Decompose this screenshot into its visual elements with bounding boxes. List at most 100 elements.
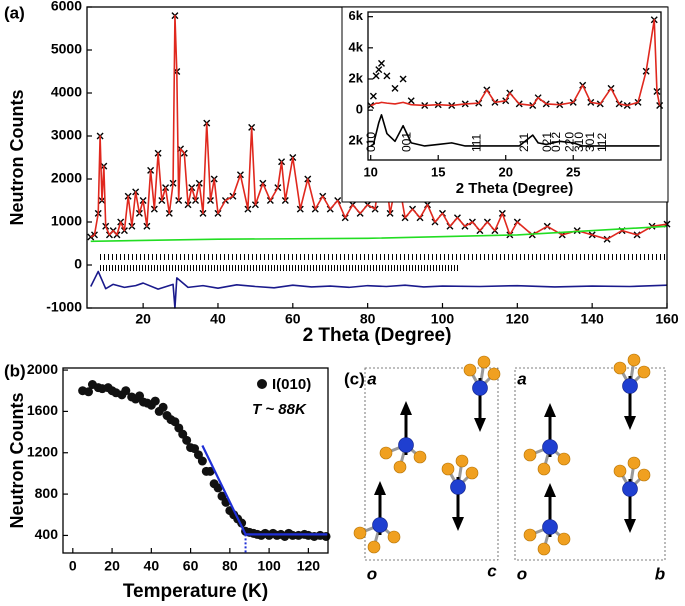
data-point — [197, 456, 207, 466]
panel-label: (a) — [4, 3, 25, 22]
y-axis-title: Neutron Counts — [7, 90, 27, 226]
ligand-atom — [523, 528, 537, 542]
metal-atom — [622, 378, 638, 394]
inset-frame — [341, 6, 669, 203]
magnetic-ion — [441, 454, 479, 531]
x-tick-label: 120 — [506, 311, 530, 327]
series-line — [90, 270, 668, 309]
reflection-label: 021 — [540, 132, 554, 152]
x-tick-label: 40 — [210, 311, 226, 327]
x-tick-label: 160 — [655, 311, 679, 327]
panel-1: 10 15 20 25 2k 0 2k 4k 6k 2 Theta (Degree) 010 001 1… — [341, 6, 669, 203]
data-point — [182, 435, 192, 445]
observed-point — [375, 66, 383, 74]
reflection-label: 001 — [399, 132, 413, 152]
unit-cell — [514, 367, 666, 561]
reflection-label: 112 — [595, 133, 609, 152]
ligand-atom — [637, 468, 651, 482]
ligand-atom — [637, 365, 651, 379]
ligand-atom — [463, 363, 477, 377]
ligand-atom — [627, 353, 641, 367]
magnetic-ion — [523, 403, 571, 476]
x-axis-title: 2 Theta (Degree) — [456, 180, 574, 197]
observed-point — [369, 92, 377, 100]
ligand-atom — [393, 460, 407, 474]
x-axis-title: 2 Theta (Degree) — [303, 325, 452, 346]
metal-atom — [372, 517, 388, 533]
spin-arrow-head — [474, 418, 486, 432]
axis-letter: c — [487, 561, 497, 580]
series-line — [90, 225, 668, 243]
ligand-atom — [455, 454, 469, 468]
observed-point — [399, 75, 407, 83]
reflection-label: 220 — [563, 132, 577, 152]
ligand-atom — [557, 532, 571, 546]
y-tick-label: 0 — [356, 102, 363, 117]
x-tick-label: 120 — [297, 558, 321, 574]
observed-point — [383, 72, 391, 80]
spin-arrow-head — [374, 481, 386, 495]
observed-point — [367, 101, 375, 109]
y-axis-title: Neutron Counts — [7, 393, 27, 529]
y-tick-label: 2000 — [27, 361, 58, 377]
magnetic-ion — [353, 481, 401, 554]
magnetic-ion — [613, 456, 651, 533]
y-tick-label: 0 — [74, 256, 82, 272]
ligand-atom — [613, 361, 627, 375]
plot-frame — [62, 367, 329, 554]
ligand-atom — [353, 526, 367, 540]
legend-marker — [257, 379, 267, 389]
x-tick-label: 60 — [285, 311, 301, 327]
panel-label: (c) — [344, 369, 365, 388]
panel-label: (b) — [4, 361, 26, 380]
x-tick-label: 15 — [431, 164, 445, 179]
axis-letter: a — [367, 369, 376, 388]
ligand-atom — [413, 450, 427, 464]
ligand-atom — [387, 530, 401, 544]
data-point — [205, 466, 215, 476]
ligand-atom — [441, 462, 455, 476]
ligand-atom — [537, 462, 551, 476]
plot-frame — [367, 11, 662, 161]
observed-point — [378, 59, 385, 67]
panel-0: 20 40 60 80 100 120 140 160-1000010002000300040… — [4, 0, 679, 346]
ligand-atom — [557, 452, 571, 466]
y-tick-label: 800 — [35, 485, 59, 501]
x-tick-label: 20 — [135, 311, 151, 327]
metal-atom — [542, 439, 558, 455]
observed-point — [656, 101, 664, 109]
y-tick-label: 1000 — [51, 213, 82, 229]
spin-arrow-head — [544, 483, 556, 497]
transition-annotation: T ~ 88K — [252, 401, 307, 418]
reflection-label: 301 — [583, 132, 597, 152]
ligand-atom — [627, 456, 641, 470]
y-tick-label: 3000 — [51, 127, 82, 143]
data-point — [150, 396, 160, 406]
y-tick-label: 2k — [349, 133, 364, 148]
x-axis-title: Temperature (K) — [123, 581, 268, 602]
reflection-label: 111 — [470, 133, 484, 152]
ligand-atom — [367, 540, 381, 554]
metal-atom — [450, 479, 466, 495]
spin-arrow-head — [400, 401, 412, 415]
axis-letter: o — [367, 564, 377, 583]
data-point — [158, 402, 168, 412]
reflection-label: 211 — [517, 133, 531, 152]
x-tick-label: 60 — [183, 558, 199, 574]
x-tick-label: 80 — [360, 311, 376, 327]
ligand-atom — [613, 464, 627, 478]
spin-arrow-head — [624, 416, 636, 430]
magnetic-ion — [523, 483, 571, 556]
series-line — [370, 18, 661, 107]
x-tick-label: 20 — [498, 164, 512, 179]
y-tick-label: -1000 — [46, 299, 82, 315]
axis-letter: a — [517, 369, 526, 388]
axis-letter: b — [655, 564, 665, 583]
ligand-atom — [465, 466, 479, 480]
reflection-label: 010 — [364, 132, 378, 152]
y-tick-label: 6k — [349, 8, 364, 23]
observed-point — [391, 84, 399, 92]
data-point — [84, 387, 94, 397]
x-tick-label: 40 — [144, 558, 160, 574]
